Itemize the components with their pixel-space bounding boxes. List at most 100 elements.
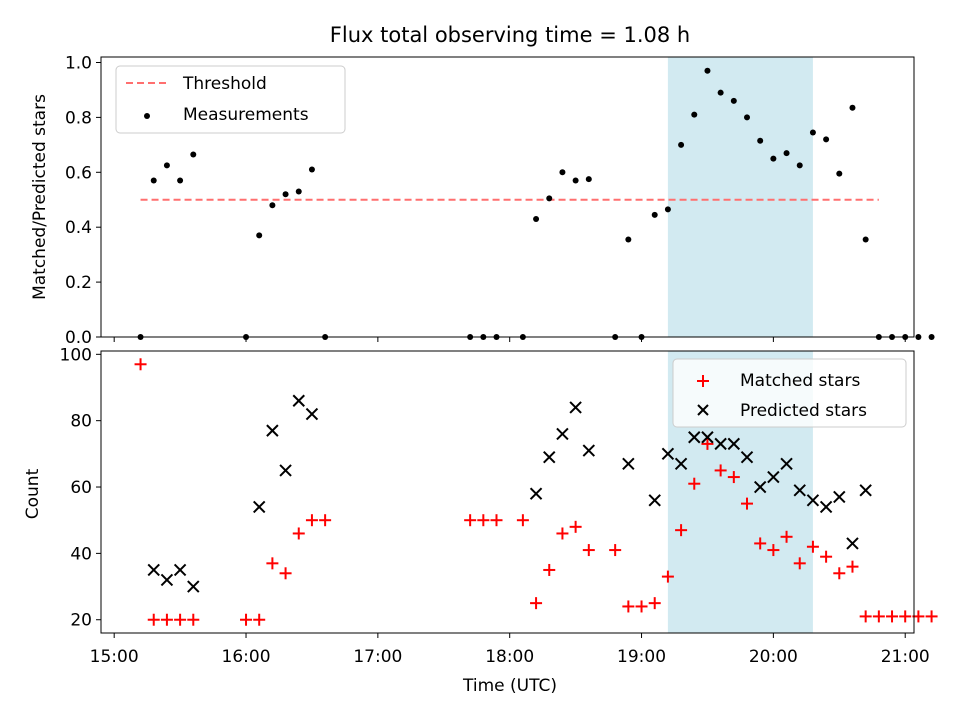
- measurement-point-6: [256, 232, 263, 239]
- xtick-label-2: 17:00: [353, 647, 402, 667]
- ratio-ytick-label-2: 0.4: [65, 218, 92, 238]
- ratio-panel: 0.0 0.2 0.4 0.6 0.8 1.0 Flux total observing …: [30, 23, 935, 348]
- count-legend-box: [672, 358, 907, 428]
- matched-star-marker-34: [780, 530, 793, 543]
- legend-predicted-swatch: [697, 404, 709, 416]
- measurement-point-4: [190, 151, 197, 158]
- measurement-point-35: [796, 162, 803, 169]
- matched-star-marker-5: [240, 613, 253, 626]
- ratio-ytick-label-3: 0.6: [65, 163, 92, 183]
- xtick-label-0: 15:00: [90, 647, 139, 667]
- count-y-axis-label: Count: [23, 468, 43, 519]
- predicted-star-marker-17: [674, 457, 688, 471]
- measurement-point-40: [862, 236, 869, 243]
- count-ytick-label-4: 100: [60, 345, 92, 365]
- xtick-label-1: 16:00: [222, 647, 271, 667]
- ratio-legend: Threshold Measurements: [115, 65, 346, 134]
- xtick-label-3: 18:00: [485, 647, 534, 667]
- count-panel: 20 40 60 80 100 15:00 16:00 17:00 18:00 19:00 20:…: [23, 345, 938, 696]
- predicted-star-marker-3: [187, 580, 200, 593]
- matched-star-marker-19: [569, 520, 582, 533]
- matched-star-marker-27: [688, 477, 701, 490]
- ratio-legend-box: [115, 65, 346, 134]
- measurement-point-36: [809, 129, 816, 136]
- predicted-star-marker-18: [688, 431, 701, 444]
- predicted-star-marker-27: [806, 494, 820, 507]
- matched-star-marker-30: [727, 471, 740, 484]
- predicted-star-marker-30: [846, 537, 859, 550]
- ratio-ytick-label-0: 0.0: [65, 328, 92, 348]
- measurement-point-2: [163, 162, 170, 169]
- predicted-star-marker-9: [529, 487, 543, 500]
- legend-matched-label: Matched stars: [740, 371, 860, 391]
- measurement-point-44: [915, 334, 922, 340]
- matched-star-marker-12: [464, 514, 477, 527]
- measurement-point-18: [559, 169, 566, 176]
- predicted-star-marker-13: [582, 444, 596, 457]
- predicted-star-marker-14: [622, 457, 635, 471]
- measurement-point-1: [150, 177, 157, 184]
- measurement-point-8: [282, 191, 289, 198]
- predicted-star-marker-4: [252, 500, 266, 514]
- measurement-point-10: [308, 166, 315, 173]
- legend-measurements-label: Measurements: [183, 105, 309, 125]
- x-axis-label: Time (UTC): [462, 676, 557, 696]
- xtick-label-5: 20:00: [749, 647, 798, 667]
- count-ytick-label-1: 40: [70, 544, 92, 564]
- measurement-point-20: [585, 176, 592, 183]
- matched-star-marker-43: [899, 610, 912, 623]
- measurement-point-26: [678, 141, 685, 148]
- measurement-point-19: [572, 177, 579, 184]
- count-ytick-label-0: 20: [70, 611, 92, 631]
- predicted-star-marker-2: [173, 563, 187, 577]
- matched-star-marker-33: [767, 544, 780, 557]
- measurement-point-16: [533, 215, 540, 222]
- matched-star-marker-23: [635, 600, 648, 613]
- matched-star-marker-2: [160, 613, 173, 626]
- matched-star-marker-41: [872, 610, 885, 623]
- measurement-point-39: [849, 104, 856, 111]
- predicted-star-marker-16: [661, 447, 675, 461]
- matched-star-marker-13: [477, 514, 490, 527]
- predicted-star-marker-25: [780, 457, 793, 471]
- measurement-point-17: [546, 195, 553, 202]
- legend-measurements-swatch: [144, 113, 150, 119]
- matched-star-marker-29: [714, 464, 727, 477]
- matched-star-marker-37: [820, 550, 833, 563]
- predicted-star-marker-26: [793, 484, 806, 497]
- matched-star-marker-6: [253, 613, 266, 626]
- measurement-point-3: [177, 177, 184, 184]
- predicted-star-marker-8: [305, 407, 319, 421]
- xtick-label-6: 21:00: [881, 647, 930, 667]
- ratio-highlight-span: [667, 57, 813, 337]
- matched-star-marker-24: [648, 597, 661, 610]
- ratio-panel-frame: [100, 56, 915, 338]
- predicted-star-marker-0: [147, 563, 160, 577]
- matched-star-marker-35: [793, 557, 806, 570]
- measurement-point-34: [783, 150, 790, 157]
- matched-star-marker-20: [582, 544, 595, 557]
- matched-star-marker-16: [530, 597, 543, 610]
- matched-star-marker-38: [833, 567, 846, 580]
- predicted-star-marker-12: [569, 401, 582, 414]
- matched-star-marker-11: [319, 514, 332, 527]
- matched-star-marker-15: [516, 514, 529, 527]
- matched-star-marker-8: [279, 567, 292, 580]
- count-panel-frame: [100, 350, 915, 634]
- measurement-point-32: [757, 137, 764, 144]
- matched-star-marker-36: [806, 540, 819, 553]
- legend-matched-swatch: [697, 375, 709, 387]
- ratio-ytick-label-4: 0.8: [65, 108, 92, 128]
- predicted-star-marker-21: [727, 437, 741, 451]
- predicted-star-marker-31: [859, 484, 872, 497]
- measurement-point-30: [730, 97, 737, 104]
- matched-star-marker-22: [622, 600, 635, 613]
- matched-star-marker-32: [754, 537, 767, 550]
- measurement-point-29: [717, 89, 724, 96]
- measurement-point-25: [664, 206, 671, 213]
- predicted-star-marker-7: [292, 394, 305, 407]
- matched-star-marker-1: [147, 613, 160, 626]
- chart-title: Flux total observing time = 1.08 h: [330, 23, 690, 47]
- matched-star-marker-42: [886, 610, 899, 623]
- measurement-point-27: [691, 111, 698, 118]
